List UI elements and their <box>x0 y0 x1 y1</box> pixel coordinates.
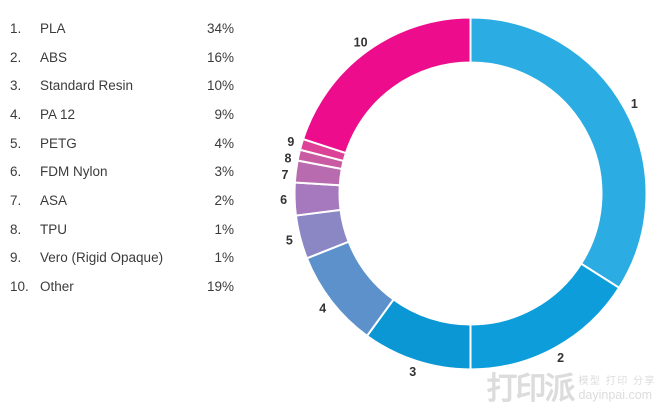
slice-label: 8 <box>285 151 292 165</box>
legend-percentage: 19% <box>206 279 234 295</box>
legend-percentage: 9% <box>214 106 234 122</box>
legend-percentage: 1% <box>214 250 234 266</box>
legend-rank: 2. <box>10 49 22 65</box>
donut-slice <box>469 16 648 290</box>
donut-slice <box>293 181 342 217</box>
legend-material-name: PA 12 <box>40 106 76 122</box>
legend-material-name: ASA <box>40 192 68 208</box>
watermark-text: 模型 打印 分享 dayinpai.com <box>578 375 656 403</box>
slice-label: 4 <box>319 302 326 316</box>
slice-label: 5 <box>286 234 293 248</box>
watermark-url: dayinpai.com <box>578 387 653 402</box>
legend-percentage: 4% <box>214 135 234 151</box>
legend-row: 4. PA 12 9% <box>10 100 234 129</box>
legend-rank: 3. <box>10 78 22 94</box>
legend-material-name: PLA <box>40 20 66 36</box>
watermark-logo: 打印派 <box>486 371 575 406</box>
legend-material-name: TPU <box>40 221 67 237</box>
legend-rank: 7. <box>10 192 22 208</box>
legend-row: 8. TPU 1% <box>10 215 234 244</box>
legend-material-name: Standard Resin <box>40 78 134 94</box>
legend-material-name: Other <box>40 279 74 295</box>
legend-row: 1. PLA 34% <box>10 14 234 43</box>
legend-row: 3. Standard Resin 10% <box>10 71 234 100</box>
legend-percentage: 2% <box>214 192 234 208</box>
legend-row: 7. ASA 2% <box>10 186 234 215</box>
legend-percentage: 34% <box>206 20 234 36</box>
slice-label: 3 <box>409 365 416 379</box>
legend-rank: 4. <box>10 106 22 122</box>
legend-row: 5. PETG 4% <box>10 129 234 158</box>
legend-rank: 9. <box>10 250 22 266</box>
legend-row: 10. Other 19% <box>10 272 234 301</box>
legend-percentage: 1% <box>214 221 234 237</box>
legend-rank: 10. <box>10 279 29 295</box>
slice-label: 7 <box>282 168 289 182</box>
slice-label: 10 <box>354 36 368 50</box>
legend-material-name: FDM Nylon <box>40 164 108 180</box>
legend-row: 9. Vero (Rigid Opaque) 1% <box>10 244 234 273</box>
slice-label: 9 <box>287 135 294 149</box>
material-legend: 1. PLA 34% 2. ABS 16% 3. Standard Resin … <box>10 14 234 301</box>
slice-label: 2 <box>557 351 564 365</box>
slice-label: 1 <box>631 97 638 111</box>
legend-row: 2. ABS 16% <box>10 43 234 72</box>
slice-label: 6 <box>280 193 287 207</box>
legend-rank: 8. <box>10 221 22 237</box>
legend-percentage: 10% <box>206 78 234 94</box>
donut-slice <box>301 16 472 155</box>
legend-percentage: 3% <box>214 164 234 180</box>
watermark-tagline: 模型 打印 分享 <box>578 375 656 387</box>
legend-material-name: Vero (Rigid Opaque) <box>40 250 164 266</box>
legend-rank: 6. <box>10 164 22 180</box>
legend-row: 6. FDM Nylon 3% <box>10 157 234 186</box>
donut-slice <box>469 262 621 371</box>
legend-material-name: PETG <box>40 135 77 151</box>
legend-rank: 5. <box>10 135 22 151</box>
watermark: 打印派 模型 打印 分享 dayinpai.com <box>486 373 656 404</box>
legend-material-name: ABS <box>40 49 68 65</box>
legend-percentage: 16% <box>206 49 234 65</box>
legend-rank: 1. <box>10 20 22 36</box>
